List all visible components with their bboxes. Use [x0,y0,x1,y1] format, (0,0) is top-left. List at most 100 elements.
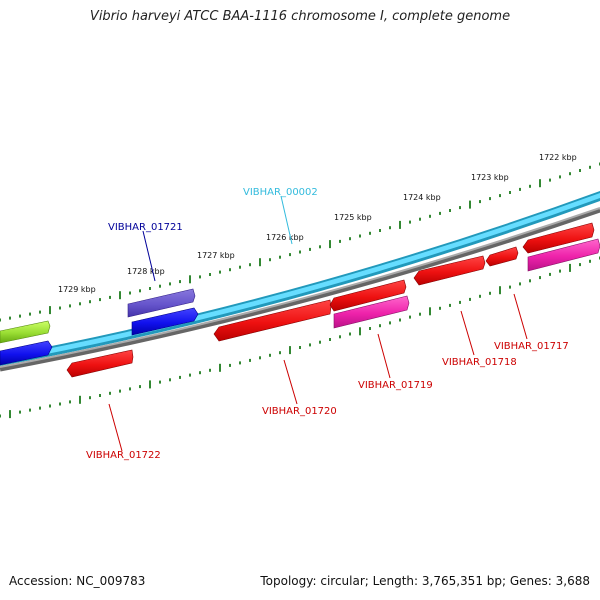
ruler-minor-tick [99,298,101,302]
gene-arrow [333,295,410,329]
ruler-minor-tick [519,187,521,191]
ruler-minor-tick [169,282,171,286]
ruler-labels: 1729 kbp 1728 kbp 1727 kbp 1726 kbp 1725… [58,153,577,294]
ruler-minor-tick [379,229,381,232]
ruler-label: 1728 kbp [127,267,165,276]
label-leader-lines [108,195,528,452]
ruler-minor-tick [489,197,491,201]
ruler-major-tick [429,307,431,316]
ruler-minor-tick [229,363,231,367]
ruler-minor-tick [529,184,531,188]
ruler-minor-tick [279,255,281,259]
ruler-minor-tick [0,318,1,322]
ruler-major-tick [399,220,401,229]
ruler-minor-tick [549,178,551,182]
ruler-major-tick [289,346,291,355]
ruler-minor-tick [29,312,31,316]
ruler-minor-tick [589,165,591,169]
ruler-minor-tick [349,332,351,336]
ruler-minor-tick [519,282,521,286]
ruler-label: 1723 kbp [471,173,509,182]
ruler-minor-tick [509,191,511,194]
gene-label: VIBHAR_01721 [108,222,183,233]
ruler-minor-tick [409,220,411,224]
ruler-minor-tick [479,200,481,204]
ruler-label: 1727 kbp [197,251,235,260]
ruler-minor-tick [229,268,231,272]
ruler-minor-tick [69,304,71,308]
ruler-minor-tick [299,346,301,349]
ruler-minor-tick [259,356,261,360]
ruler-major-tick [219,363,221,372]
ruler-major-tick [189,275,191,284]
ruler-label: 1726 kbp [266,233,304,242]
ruler-major-tick [469,200,471,209]
ruler-minor-tick [269,258,271,262]
ruler-major-tick [499,286,501,295]
ruler-minor-tick [189,373,191,377]
ruler-major-tick [359,327,361,336]
map-title: Vibrio harveyi ATCC BAA-1116 chromosome … [89,9,511,24]
ruler-minor-tick [179,375,181,379]
ruler-minor-tick [59,402,61,406]
ruler-minor-tick [559,269,561,273]
ruler-minor-tick [419,312,421,316]
ruler-minor-tick [49,404,51,408]
ruler-minor-tick [199,371,201,375]
ruler-minor-tick [319,245,321,249]
ruler-minor-tick [409,315,411,319]
ruler-minor-tick [539,276,541,280]
ruler-minor-tick [439,306,441,310]
ruler-major-tick [329,240,331,249]
ruler-minor-tick [509,285,511,289]
ruler-major-tick [9,410,11,419]
ruler-minor-tick [589,259,591,263]
gene-arrow [127,288,196,318]
gene-label: VIBHAR_01722 [86,450,161,461]
ruler-major-tick [119,291,121,300]
ruler-major-tick [79,395,81,404]
ruler-minor-tick [459,300,461,304]
gene-label: VIBHAR_01718 [442,357,517,368]
ruler-minor-tick [179,280,181,284]
ruler-minor-tick [109,295,111,299]
ruler-minor-tick [489,291,491,295]
ruler-minor-tick [39,406,41,410]
ruler-minor-tick [369,327,371,330]
gene-arrow [527,238,600,272]
ruler-minor-tick [479,294,481,298]
ruler-minor-tick [0,414,1,418]
ruler-minor-tick [549,272,551,276]
gene-arrow [329,279,407,312]
ruler-minor-tick [89,396,91,400]
ruler-minor-tick [249,358,251,362]
ruler-minor-tick [239,361,241,365]
ruler-label: 1725 kbp [334,213,372,222]
gene-label: VIBHAR_01720 [262,406,337,417]
ruler-minor-tick [169,378,171,382]
ruler-minor-tick [569,172,571,176]
ruler-minor-tick [419,217,421,221]
ruler-label: 1729 kbp [58,285,96,294]
gene-arrow [131,307,199,336]
ruler-major-tick [539,179,541,188]
ruler-minor-tick [499,194,501,198]
gene-arrow [485,246,519,267]
gene-arrow [0,340,53,366]
ruler-minor-tick [149,287,151,290]
ruler-label: 1722 kbp [539,153,577,162]
ruler-minor-tick [9,316,11,320]
ruler-minor-tick [159,380,161,384]
ruler-minor-tick [429,214,431,218]
ruler-major-tick [569,263,571,272]
ruler-major-tick [49,306,51,315]
ruler-minor-tick [239,265,241,269]
ruler-minor-tick [159,284,161,288]
outer-ruler-dots [0,162,600,322]
ruler-minor-tick [289,253,291,257]
gene-label: VIBHAR_00002 [243,187,318,198]
genome-backbone [0,207,600,372]
ruler-minor-tick [349,237,351,241]
ruler-minor-tick [449,303,451,307]
ruler-minor-tick [449,209,451,212]
